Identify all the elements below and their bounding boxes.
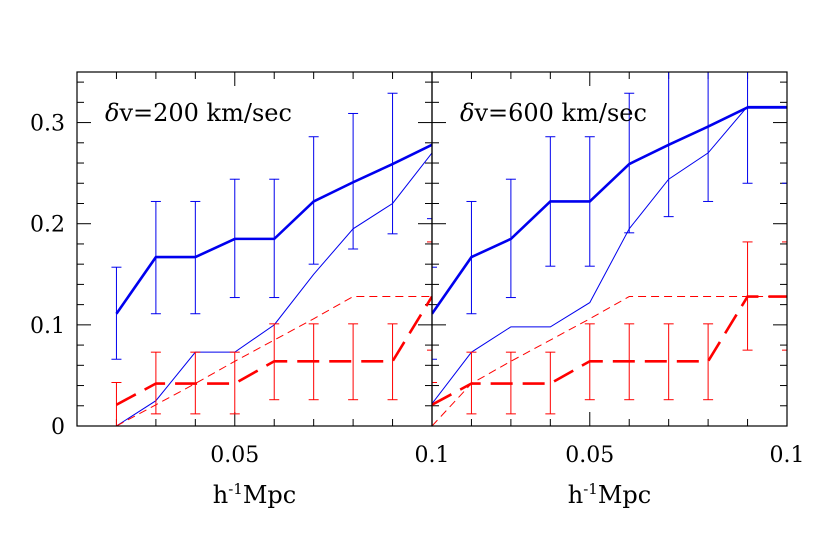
- panel-right: 0.05 0.1 h-1Mpc δv=600 km/sec: [431, 71, 805, 509]
- plot-frame: [431, 71, 788, 427]
- y-tick-label: 0: [51, 415, 65, 440]
- x-tick-label: 0.05: [210, 443, 259, 468]
- series-line-2: [432, 295, 787, 406]
- panel-annotation: δv=600 km/sec: [460, 99, 647, 127]
- series-line-3: [116, 296, 432, 426]
- y-tick-label: 0.1: [30, 314, 65, 339]
- x-tick-label: 0.1: [415, 443, 450, 468]
- series-line-1: [432, 105, 787, 405]
- y-tick-label: 0.3: [30, 112, 65, 137]
- x-axis-title: h-1Mpc: [568, 480, 651, 509]
- x-tick-label: 0.05: [565, 443, 614, 468]
- series-line-0: [432, 106, 787, 315]
- x-axis-title: h-1Mpc: [213, 480, 296, 509]
- panel-annotation: δv=200 km/sec: [105, 99, 292, 127]
- x-tick-label: 0.1: [770, 443, 805, 468]
- series-line-3: [432, 296, 787, 426]
- y-tick-label: 0.2: [30, 213, 65, 238]
- panel-left: 0 0.1 0.2 0.3 0.05 0.1 h-1Mpc δv=200 km/sec: [30, 71, 450, 509]
